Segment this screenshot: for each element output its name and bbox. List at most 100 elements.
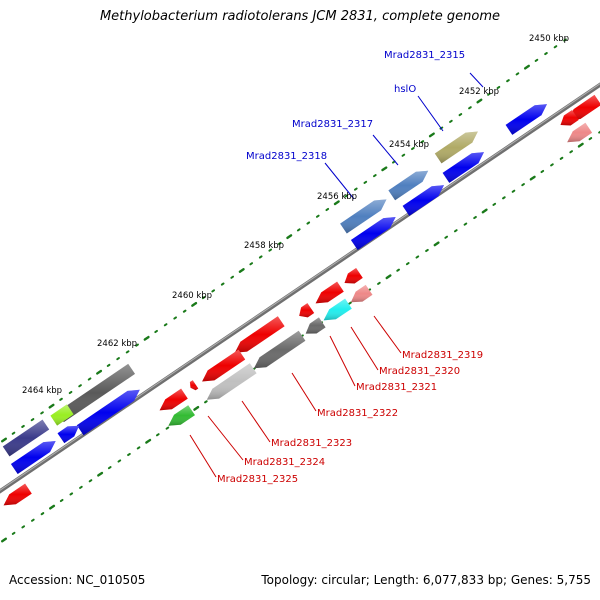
gene-reverse-2320 — [323, 298, 352, 321]
minor-tick — [353, 187, 358, 191]
minor-tick — [550, 163, 554, 167]
gene-reverse — [3, 483, 32, 506]
minor-tick — [204, 400, 208, 404]
gene-label-top: Mrad2831_2318 — [246, 151, 327, 162]
minor-tick — [21, 525, 26, 529]
gene-label-bottom: Mrad2831_2323 — [271, 438, 352, 449]
gene-label-bottom: Mrad2831_2320 — [379, 366, 460, 377]
major-tick — [577, 142, 584, 148]
minor-tick — [165, 426, 170, 430]
gene-reverse — [315, 281, 344, 304]
gene-reverse — [299, 303, 315, 318]
gene-forward — [505, 104, 547, 135]
minor-tick — [78, 384, 82, 388]
gene-shade — [434, 131, 478, 164]
leader-line-bottom — [291, 372, 317, 412]
minor-tick — [296, 228, 301, 232]
gene-reverse-2322 — [254, 330, 306, 369]
gene-reverse-pink — [567, 122, 593, 143]
major-tick — [428, 132, 435, 138]
ruler-tick-label: 2450 kbp — [529, 34, 569, 44]
minor-tick — [511, 189, 516, 193]
minor-tick — [40, 512, 45, 516]
gene-reverse — [560, 110, 579, 126]
leader-line-bottom — [207, 415, 244, 461]
minor-tick — [136, 446, 141, 450]
minor-tick — [306, 221, 311, 225]
gene-shade — [57, 363, 135, 423]
minor-tick — [211, 289, 216, 293]
gene-shade — [202, 349, 246, 382]
gene-shade — [299, 303, 315, 318]
gene-shade — [206, 363, 257, 400]
gene-reverse — [234, 316, 285, 353]
minor-tick — [59, 397, 63, 401]
minor-tick — [444, 235, 449, 239]
gene-forward-purple — [2, 419, 50, 457]
minor-tick — [154, 329, 158, 334]
minor-tick — [363, 180, 368, 184]
gene-label-top: Mrad2831_2317 — [292, 119, 373, 130]
gene-forward — [442, 152, 484, 183]
minor-tick — [496, 85, 501, 90]
minor-tick — [182, 309, 187, 313]
minor-tick — [420, 140, 425, 144]
minor-tick — [268, 248, 273, 252]
gene-label-top: hslO — [394, 84, 416, 95]
ruler-tick-label: 2454 kbp — [389, 140, 429, 150]
gene-reverse — [202, 349, 246, 382]
major-tick — [0, 437, 8, 443]
gene-shade — [402, 185, 444, 216]
backbone-line — [0, 82, 600, 494]
gene-reverse — [344, 268, 363, 284]
gene-shade — [305, 317, 326, 334]
minor-tick — [453, 229, 458, 233]
gene-shade — [350, 217, 396, 250]
ruler-tick-label: 2458 kbp — [244, 241, 284, 251]
gene-shade — [254, 330, 306, 369]
minor-tick — [258, 255, 263, 259]
gene-shade — [315, 281, 344, 304]
gene-forward-hslO — [434, 131, 478, 164]
minor-tick — [534, 58, 539, 62]
gene-shade — [3, 483, 32, 506]
minor-tick — [31, 518, 35, 522]
minor-tick — [315, 214, 320, 218]
gene-forward-green — [50, 404, 74, 426]
minor-tick — [277, 241, 282, 245]
minor-tick — [502, 196, 506, 200]
major-tick — [286, 234, 293, 240]
major-tick — [238, 268, 245, 273]
minor-tick — [492, 202, 497, 206]
leader-line-bottom — [189, 434, 217, 478]
gene-shade — [442, 152, 484, 183]
major-tick — [481, 208, 488, 214]
minor-tick — [21, 424, 25, 429]
major-tick — [333, 200, 340, 206]
major-tick — [529, 175, 536, 181]
minor-tick — [449, 119, 453, 123]
major-tick — [433, 241, 440, 247]
minor-tick — [325, 207, 330, 212]
ruler-tick-label: 2456 kbp — [317, 192, 357, 202]
gene-reverse-2323 — [206, 363, 257, 400]
minor-tick — [87, 377, 92, 381]
minor-tick — [201, 296, 206, 300]
minor-tick — [30, 418, 35, 422]
minor-tick — [540, 169, 545, 174]
minor-tick — [79, 485, 83, 489]
minor-tick — [230, 275, 235, 279]
leader-line-top — [417, 95, 444, 132]
minor-tick — [125, 350, 130, 354]
major-tick — [96, 369, 103, 375]
minor-tick — [11, 431, 16, 435]
minor-tick — [563, 38, 567, 42]
minor-tick — [163, 323, 168, 327]
minor-tick — [515, 72, 520, 76]
gene-label-bottom: Mrad2831_2319 — [402, 350, 483, 361]
gene-label-bottom: Mrad2831_2321 — [356, 382, 437, 393]
gene-forward — [402, 185, 444, 216]
gene-shade — [388, 170, 429, 201]
